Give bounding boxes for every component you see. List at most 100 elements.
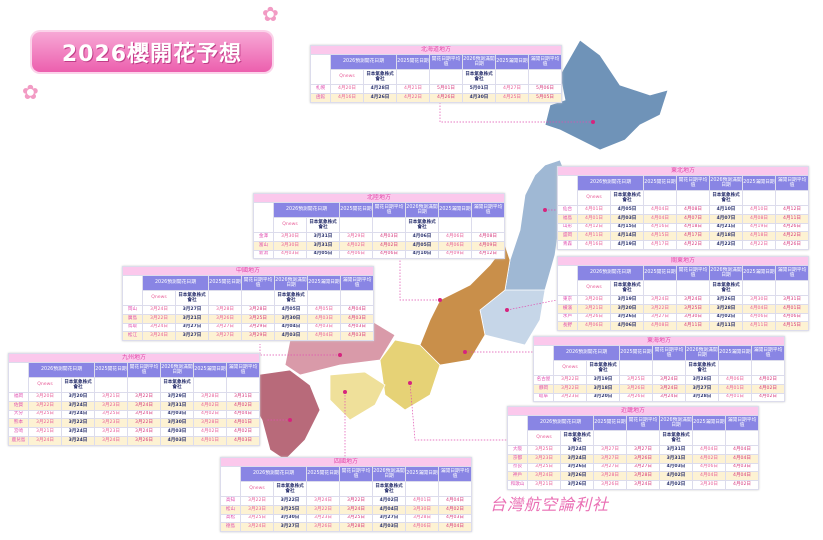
city-label: 仙台 xyxy=(557,205,578,215)
cherry-blossom-icon: ✿ xyxy=(22,80,39,104)
column-header: 2026預測滿開日期 xyxy=(685,345,719,361)
date-cell: 3月29日 xyxy=(339,232,373,242)
column-header: 2026預測滿開日期 xyxy=(462,54,496,70)
date-cell: 4月07日 xyxy=(709,213,743,224)
region-table: 關東地方 2026預測開花日期 2025開花日期 開花日期平均值 2026預測滿開日期 2… xyxy=(557,256,809,332)
table-row: 東京 3月20日 3月19日 3月24日 3月24日 3月26日 3月30日 3月31日 xyxy=(557,295,809,305)
date-cell: 3月25日 xyxy=(676,303,710,314)
table-row: 佐賀 3月22日 3月24日 3月23日 3月24日 3月31日 4月02日 4月02日 xyxy=(8,400,260,411)
date-cell: 4月10日 xyxy=(405,249,439,260)
date-cell: 4月11日 xyxy=(577,231,611,242)
region-title: 四國地方 xyxy=(220,457,472,467)
date-cell: 3月20日 xyxy=(28,392,62,402)
column-header: 2025滿開日期 xyxy=(405,466,439,482)
date-cell: 3月31日 xyxy=(659,453,693,464)
date-cell: 4月22日 xyxy=(396,92,430,103)
table-row: 松江 3月24日 3月27日 3月27日 3月29日 4月03日 4月04日 4月03日 xyxy=(122,331,374,342)
source-jwa: 日本氣象株式會社 xyxy=(610,280,644,296)
empty-cell xyxy=(208,290,242,306)
date-cell: 3月24日 xyxy=(61,400,95,411)
date-cell: 3月29日 xyxy=(241,322,275,333)
table-row: 福島 4月01日 4月03日 4月04日 4月07日 4月07日 4月08日 4月11日 xyxy=(557,213,809,224)
city-label: 廣島 xyxy=(122,313,143,324)
date-cell: 4月12日 xyxy=(775,205,809,215)
column-header: 開花日期平均值 xyxy=(127,362,161,378)
date-cell: 3月27日 xyxy=(208,331,242,342)
date-cell: 3月23日 xyxy=(94,427,128,437)
source-jwa: 日本氣象株式會社 xyxy=(709,190,743,206)
date-cell: 4月15日 xyxy=(775,321,809,332)
date-cell: 3月28日 xyxy=(193,418,227,429)
column-header: 2026預測開花日期 xyxy=(240,466,307,482)
source-jwa: 日本氣象株式會社 xyxy=(659,430,693,446)
empty-cell xyxy=(742,190,776,206)
date-cell: 4月02日 xyxy=(751,375,785,385)
date-cell: 4月04日 xyxy=(340,305,374,315)
date-cell: 3月21日 xyxy=(28,427,62,437)
city-label: 佐賀 xyxy=(8,400,29,411)
source-jwa: 日本氣象株式會社 xyxy=(274,290,308,306)
date-cell: 4月03日 xyxy=(610,213,644,224)
region-kyushu[interactable] xyxy=(249,369,321,461)
source-qnews: Qnews xyxy=(142,290,176,306)
date-cell: 3月22日 xyxy=(28,400,62,411)
table-row: 奈良 3月25日 3月26日 3月27日 3月27日 4月03日 4月06日 4月03日 xyxy=(507,462,759,473)
date-cell: 3月30日 xyxy=(160,418,194,429)
date-cell: 4月02日 xyxy=(438,504,472,515)
region-hokkaido[interactable] xyxy=(544,39,669,151)
column-header: 2025滿開日期 xyxy=(438,202,472,218)
date-cell: 3月21日 xyxy=(175,313,209,324)
table-row: 名古屋 3月22日 3月19日 3月25日 3月24日 3月28日 4月06日 4月02日 xyxy=(533,375,785,385)
date-cell: 4月04日 xyxy=(692,445,726,455)
region-kinki[interactable] xyxy=(379,339,441,411)
date-cell: 3月22日 xyxy=(61,418,95,429)
column-header: 2025開花日期 xyxy=(339,202,373,218)
date-cell: 4月11日 xyxy=(742,321,776,332)
date-cell: 4月26日 xyxy=(775,240,809,250)
leader-line xyxy=(439,103,593,123)
city-label: 長野 xyxy=(557,321,578,332)
region-table: 東北地方 2026預測開花日期 2025開花日期 開花日期平均值 2026預測滿開日期 2… xyxy=(557,166,809,250)
region-title: 北海道地方 xyxy=(310,45,562,55)
date-cell: 3月30日 xyxy=(273,240,307,251)
date-cell: 4月04日 xyxy=(643,213,677,224)
date-cell: 3月24日 xyxy=(61,435,95,446)
leader-line xyxy=(506,299,558,311)
location-dot xyxy=(505,308,509,312)
city-label: 熊本 xyxy=(8,418,29,429)
date-cell: 4月06日 xyxy=(718,375,752,385)
date-cell: 3月30日 xyxy=(405,504,439,515)
date-cell: 4月09日 xyxy=(471,240,505,251)
column-header: 2026預測滿開日期 xyxy=(709,265,743,281)
date-cell: 4月07日 xyxy=(676,213,710,224)
table-row: 熊本 3月22日 3月22日 3月23日 3月22日 3月30日 3月28日 4月01日 xyxy=(8,418,260,429)
date-cell: 4月22日 xyxy=(775,231,809,242)
column-header: 2025開花日期 xyxy=(619,345,653,361)
leader-line xyxy=(259,344,340,356)
region-table: 北陸地方 2026預測開花日期 2025開花日期 開花日期平均值 2026預測滿開日期 2… xyxy=(253,193,505,260)
date-cell: 3月28日 xyxy=(193,392,227,402)
corner-cell xyxy=(533,345,554,376)
date-cell: 3月20日 xyxy=(61,392,95,402)
city-label: 德島 xyxy=(220,522,241,533)
table-row: 廣島 3月22日 3月21日 3月26日 3月25日 3月30日 4月03日 4月03日 xyxy=(122,313,374,324)
column-header: 2026預測開花日期 xyxy=(330,54,397,70)
corner-cell xyxy=(8,362,29,393)
column-header: 滿開日期平均值 xyxy=(751,345,785,361)
corner-cell xyxy=(253,202,274,233)
region-shikoku[interactable] xyxy=(329,371,386,421)
date-cell: 4月04日 xyxy=(742,303,776,314)
column-header: 2025開花日期 xyxy=(593,415,627,431)
date-cell: 3月26日 xyxy=(619,383,653,394)
date-cell: 4月22日 xyxy=(742,240,776,250)
date-cell: 4月09日 xyxy=(438,249,472,260)
date-cell: 3月28日 xyxy=(339,522,373,533)
empty-cell xyxy=(643,280,677,296)
date-cell: 3月28日 xyxy=(709,303,743,314)
date-cell: 5月01日 xyxy=(462,84,496,94)
source-qnews: Qnews xyxy=(330,69,364,85)
date-cell: 4月06日 xyxy=(577,321,611,332)
date-cell: 4月05日 xyxy=(610,205,644,215)
date-cell: 4月05日 xyxy=(306,249,340,260)
column-header: 2026預測滿開日期 xyxy=(659,415,693,431)
